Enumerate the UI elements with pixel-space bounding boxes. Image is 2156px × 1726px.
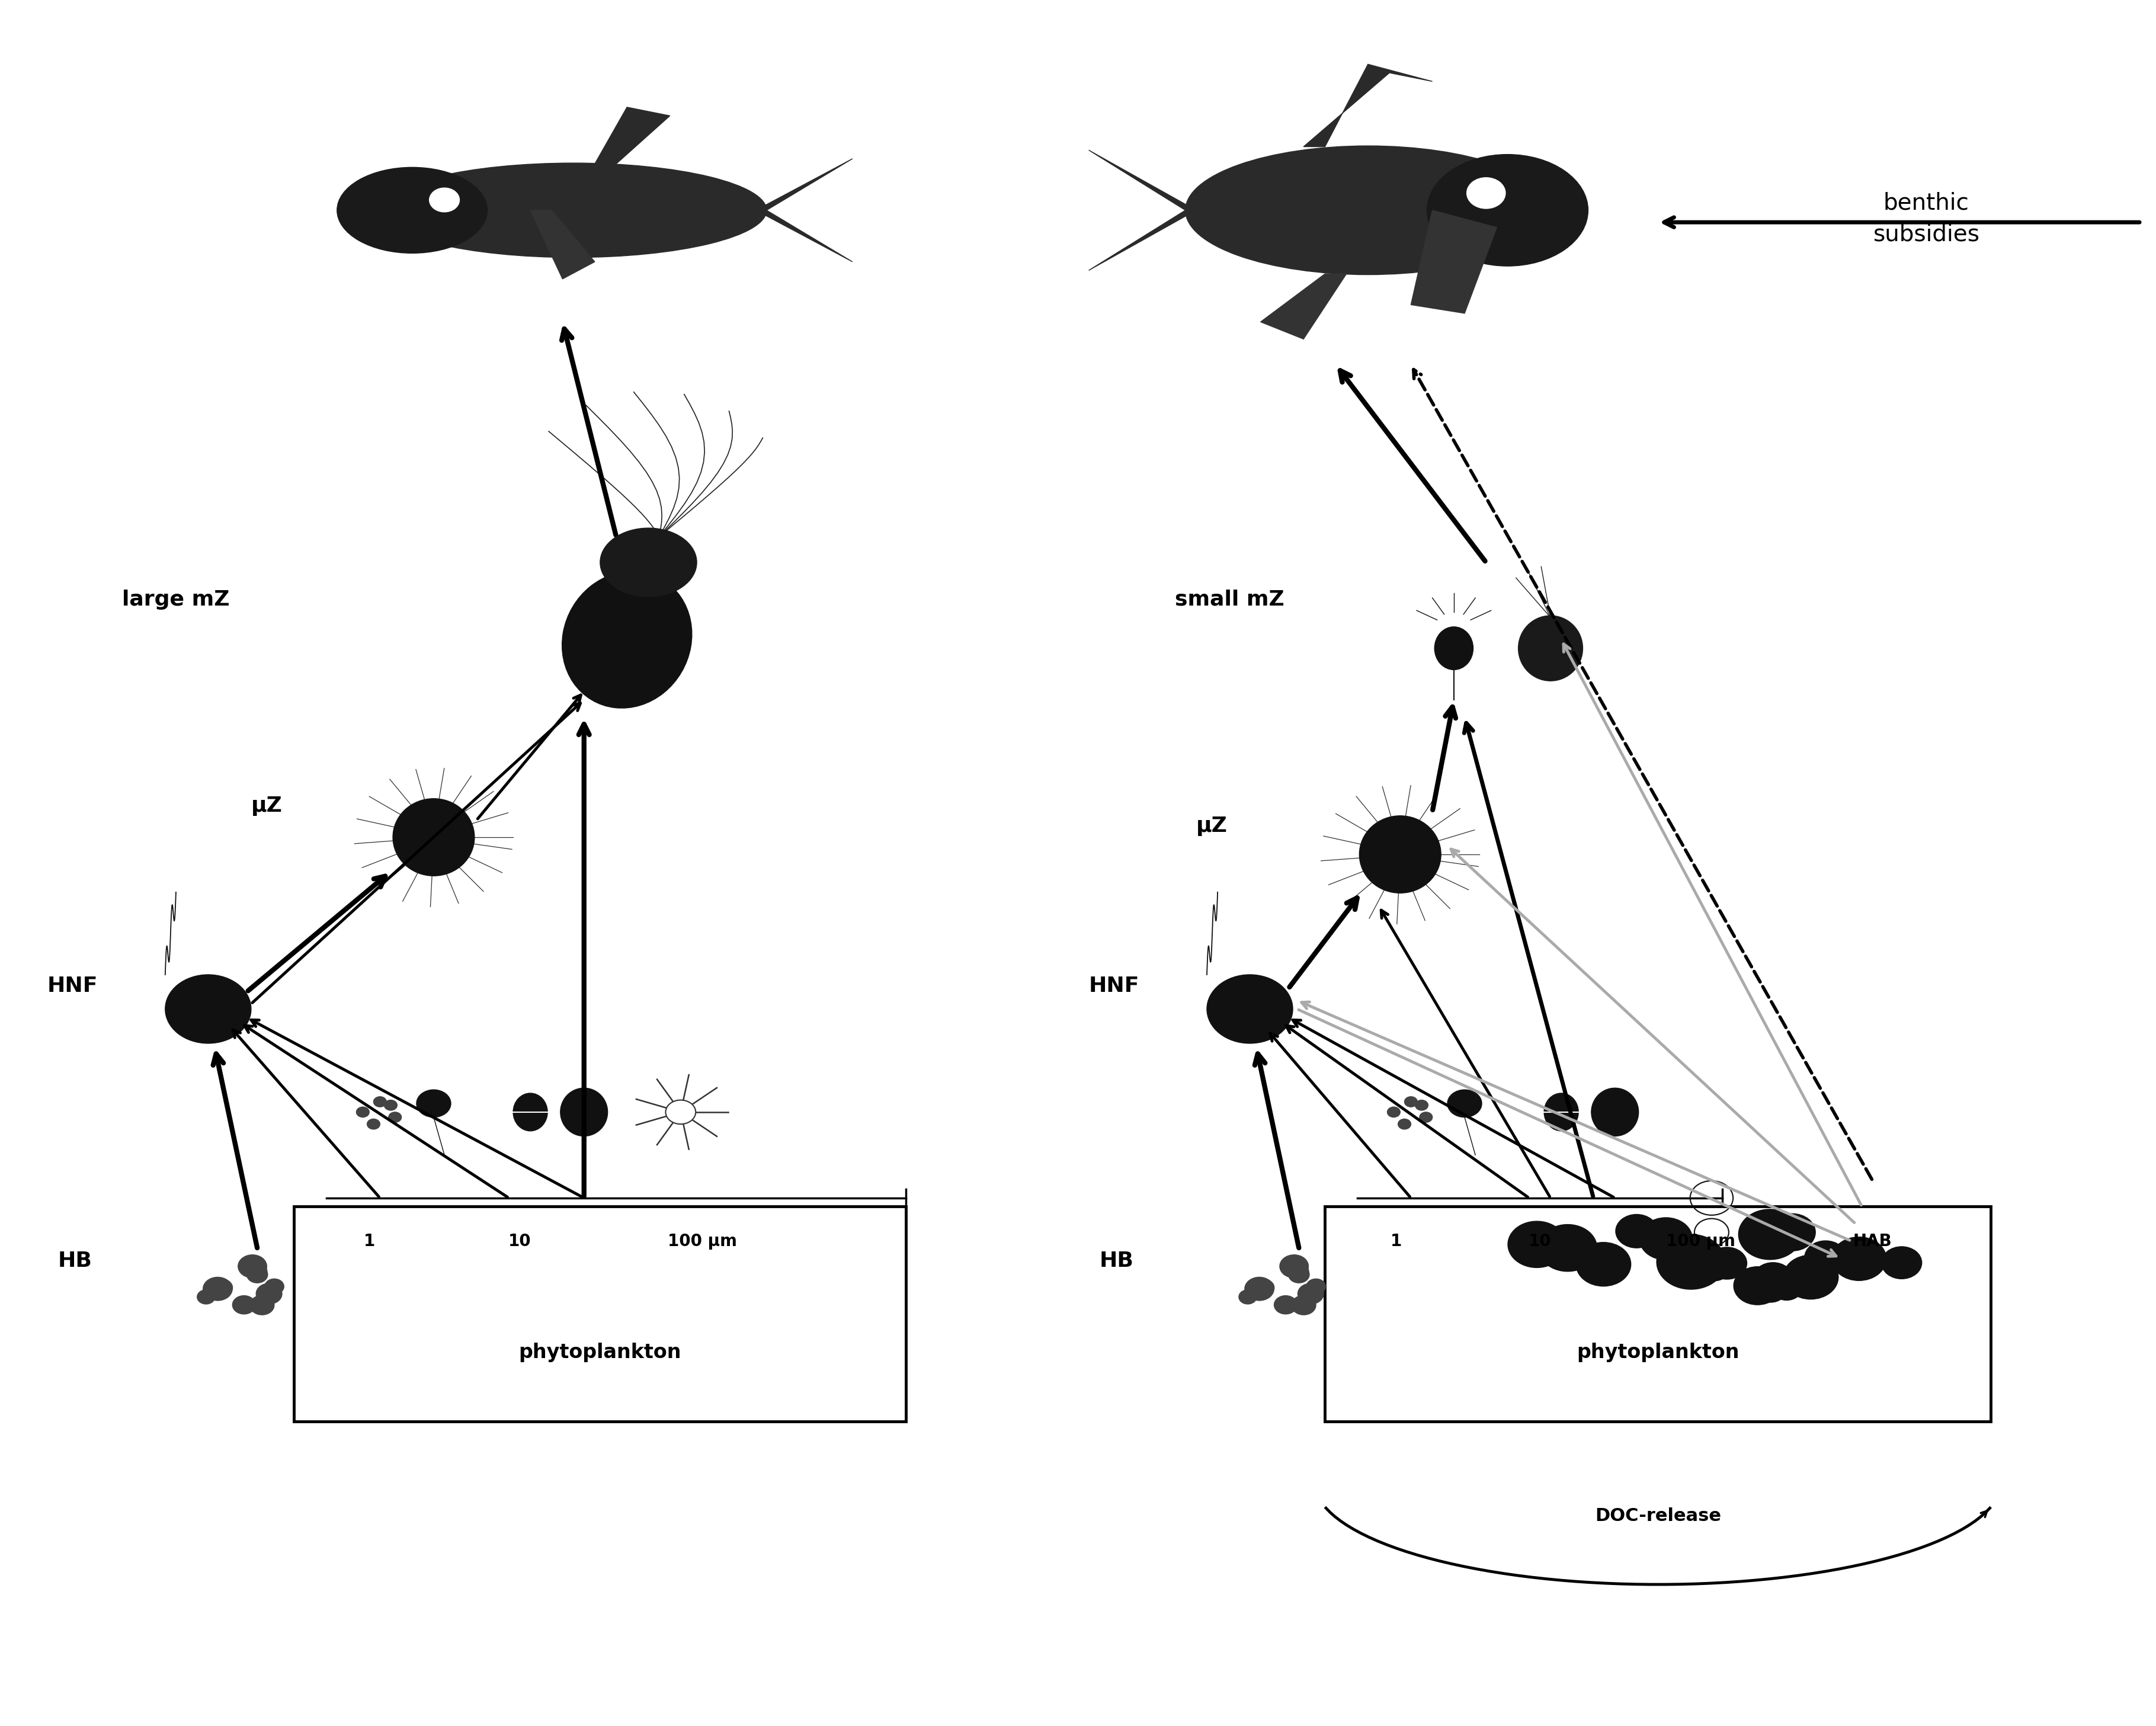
Ellipse shape (1427, 154, 1589, 266)
Circle shape (203, 1277, 233, 1301)
Text: large mZ: large mZ (123, 589, 231, 609)
Circle shape (1419, 1112, 1432, 1122)
Polygon shape (1304, 64, 1432, 147)
Circle shape (373, 1096, 386, 1106)
Ellipse shape (392, 799, 474, 875)
Circle shape (1783, 1255, 1839, 1300)
Circle shape (384, 1099, 397, 1110)
Circle shape (246, 1263, 267, 1279)
FancyBboxPatch shape (1326, 1206, 1990, 1420)
Circle shape (1738, 1210, 1802, 1260)
Text: small mZ: small mZ (1175, 589, 1285, 609)
Ellipse shape (1518, 616, 1583, 682)
Polygon shape (1089, 211, 1197, 271)
Circle shape (1244, 1277, 1274, 1301)
Circle shape (1805, 1241, 1846, 1274)
Text: 1: 1 (364, 1232, 375, 1250)
Circle shape (1755, 1277, 1787, 1303)
Ellipse shape (563, 571, 692, 708)
Text: 100 μm: 100 μm (668, 1232, 737, 1250)
Text: 10: 10 (1529, 1232, 1550, 1250)
Circle shape (1274, 1296, 1298, 1313)
Circle shape (211, 1279, 233, 1296)
Circle shape (1397, 1118, 1410, 1129)
Polygon shape (1410, 211, 1496, 314)
Circle shape (265, 1279, 285, 1294)
Text: benthic
subsidies: benthic subsidies (1874, 192, 1979, 245)
Polygon shape (757, 159, 852, 211)
Text: 100 μm: 100 μm (1667, 1232, 1736, 1250)
Text: μZ: μZ (250, 796, 282, 816)
Circle shape (1639, 1217, 1692, 1260)
Polygon shape (1089, 150, 1197, 211)
Circle shape (1307, 1279, 1326, 1294)
Circle shape (1289, 1267, 1309, 1282)
Polygon shape (530, 211, 595, 280)
Circle shape (1882, 1246, 1921, 1279)
Circle shape (1539, 1224, 1598, 1272)
Text: μZ: μZ (1197, 816, 1227, 835)
Polygon shape (757, 211, 852, 262)
Circle shape (666, 1099, 696, 1124)
Text: 1: 1 (1391, 1232, 1401, 1250)
Circle shape (1768, 1213, 1815, 1251)
Circle shape (1447, 1089, 1481, 1117)
Text: HNF: HNF (1089, 975, 1138, 996)
Circle shape (237, 1255, 267, 1277)
Circle shape (356, 1106, 369, 1117)
Text: HAB: HAB (1854, 1232, 1893, 1250)
Circle shape (1699, 1257, 1729, 1281)
Circle shape (1287, 1263, 1309, 1279)
Ellipse shape (379, 162, 768, 257)
Circle shape (1615, 1215, 1658, 1248)
Circle shape (1753, 1262, 1794, 1294)
Text: phytoplankton: phytoplankton (520, 1343, 681, 1362)
Ellipse shape (561, 1087, 608, 1136)
Circle shape (367, 1118, 379, 1129)
Circle shape (416, 1089, 451, 1117)
Polygon shape (1261, 274, 1348, 338)
FancyBboxPatch shape (293, 1206, 906, 1420)
Text: phytoplankton: phytoplankton (1576, 1343, 1740, 1362)
Circle shape (166, 975, 250, 1043)
Ellipse shape (513, 1093, 548, 1131)
Circle shape (246, 1267, 267, 1282)
Ellipse shape (1591, 1087, 1639, 1136)
Circle shape (1253, 1279, 1274, 1296)
Text: HB: HB (1100, 1251, 1134, 1270)
Circle shape (1733, 1267, 1781, 1305)
Circle shape (233, 1296, 257, 1313)
Circle shape (1708, 1248, 1746, 1279)
Ellipse shape (1434, 627, 1473, 670)
Ellipse shape (599, 528, 696, 597)
Circle shape (1414, 1099, 1427, 1110)
Text: HNF: HNF (47, 975, 97, 996)
Circle shape (1207, 975, 1294, 1043)
Circle shape (1404, 1096, 1416, 1106)
Circle shape (257, 1284, 282, 1305)
Polygon shape (595, 107, 671, 164)
Text: HB: HB (58, 1251, 93, 1270)
Circle shape (1298, 1284, 1324, 1305)
Ellipse shape (1360, 816, 1440, 892)
Circle shape (1466, 178, 1505, 209)
Text: 10: 10 (509, 1232, 530, 1250)
Circle shape (1507, 1222, 1565, 1267)
Ellipse shape (336, 167, 487, 254)
Circle shape (1833, 1238, 1886, 1281)
Circle shape (429, 188, 459, 212)
Circle shape (1291, 1294, 1315, 1315)
Ellipse shape (1186, 145, 1550, 274)
Ellipse shape (1544, 1093, 1578, 1131)
Circle shape (196, 1289, 216, 1305)
Circle shape (1240, 1289, 1257, 1305)
Circle shape (250, 1294, 274, 1315)
Circle shape (1386, 1106, 1399, 1117)
Text: DOC-release: DOC-release (1595, 1507, 1720, 1524)
Circle shape (1281, 1255, 1309, 1277)
Circle shape (1772, 1276, 1802, 1300)
Circle shape (1576, 1243, 1630, 1286)
Circle shape (388, 1112, 401, 1122)
Circle shape (1656, 1234, 1725, 1289)
